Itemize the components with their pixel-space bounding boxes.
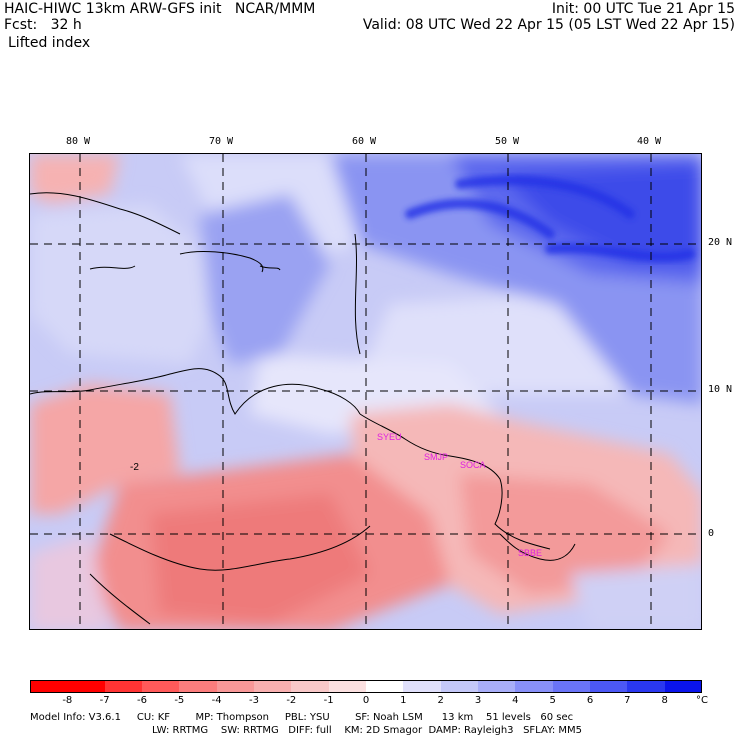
colorbar-cell bbox=[254, 680, 292, 693]
colorbar-cell bbox=[291, 680, 330, 693]
lon-label-60w: 60 W bbox=[352, 136, 377, 147]
colorbar-unit: °C bbox=[696, 695, 708, 706]
colorbar-tick-label: -7 bbox=[99, 695, 110, 706]
contour-label: -2 bbox=[130, 462, 139, 473]
init-time: Init: 00 UTC Tue 21 Apr 15 bbox=[551, 1, 735, 17]
colorbar-cell bbox=[440, 680, 479, 693]
model-info-line1: Model Info: V3.6.1 CU: KF MP: Thompson P… bbox=[30, 712, 574, 723]
colorbar-cell bbox=[67, 680, 106, 693]
colorbar-cell bbox=[179, 680, 218, 693]
colorbar-tick-label: -2 bbox=[286, 695, 297, 706]
station-soca: SOCA bbox=[460, 460, 486, 470]
colorbar-cell bbox=[552, 680, 591, 693]
lon-label-70w: 70 W bbox=[209, 136, 234, 147]
colorbar-cell bbox=[366, 680, 404, 693]
colorbar-cell bbox=[142, 680, 180, 693]
lat-label-20n: 20 N bbox=[708, 237, 733, 248]
colorbar-cell bbox=[478, 680, 516, 693]
colorbar-tick-label: 6 bbox=[586, 695, 594, 706]
lon-label-80w: 80 W bbox=[66, 136, 91, 147]
valid-time: Valid: 08 UTC Wed 22 Apr 15 (05 LST Wed … bbox=[362, 17, 735, 33]
colorbar-tick-label: -3 bbox=[249, 695, 259, 706]
colorbar-tick-label: 1 bbox=[400, 695, 407, 706]
colorbar-tick-label: 2 bbox=[437, 695, 444, 706]
colorbar-cell bbox=[30, 680, 68, 693]
lon-label-50w: 50 W bbox=[495, 136, 520, 147]
colorbar-tick-label: 4 bbox=[512, 695, 519, 706]
colorbar-tick-label: -4 bbox=[211, 695, 222, 706]
colorbar-cell bbox=[328, 680, 367, 693]
lon-label-40w: 40 W bbox=[637, 136, 662, 147]
station-syeu: SYEU bbox=[377, 432, 402, 442]
station-sbbe: SBBE bbox=[518, 548, 542, 558]
colorbar-tick-label: 7 bbox=[624, 695, 631, 706]
colorbar-tick-label: 0 bbox=[362, 695, 370, 706]
colorbar-tick-label: -1 bbox=[323, 695, 334, 706]
lat-label-0: 0 bbox=[708, 528, 715, 539]
colorbar-border bbox=[30, 680, 702, 693]
station-smjp: SMJP bbox=[424, 452, 448, 462]
jet-streaks bbox=[405, 175, 695, 262]
colorbar-tick-label: -6 bbox=[137, 695, 147, 706]
model-info-line2: LW: RRTMG SW: RRTMG DIFF: full KM: 2D Sm… bbox=[152, 725, 582, 736]
colorbar-cell bbox=[104, 680, 143, 693]
map-svg: SYEU SMJP SOCA SBBE -2 bbox=[30, 154, 701, 629]
forecast-hour: Fcst: 32 h bbox=[4, 17, 82, 33]
colorbar-cell bbox=[216, 680, 255, 693]
colorbar-tick-label: 8 bbox=[661, 695, 668, 706]
colorbar-cell bbox=[590, 680, 628, 693]
colorbar-tick-label: 5 bbox=[549, 695, 556, 706]
lifted-index-map: SYEU SMJP SOCA SBBE -2 bbox=[29, 153, 702, 630]
colorbar-tick-label: -5 bbox=[174, 695, 185, 706]
colorbar-cell bbox=[403, 680, 442, 693]
field-name: Lifted index bbox=[8, 35, 91, 51]
colorbar-cell bbox=[515, 680, 554, 693]
model-title: HAIC-HIWC 13km ARW-GFS init NCAR/MMM bbox=[4, 1, 316, 17]
lat-label-10n: 10 N bbox=[708, 384, 733, 395]
colorbar-tick-label: 3 bbox=[474, 695, 482, 706]
colorbar-cell bbox=[627, 680, 666, 693]
colorbar-tick-label: -8 bbox=[62, 695, 73, 706]
graticule bbox=[30, 154, 701, 629]
coastlines bbox=[30, 192, 576, 625]
colorbar-cell bbox=[664, 680, 703, 693]
